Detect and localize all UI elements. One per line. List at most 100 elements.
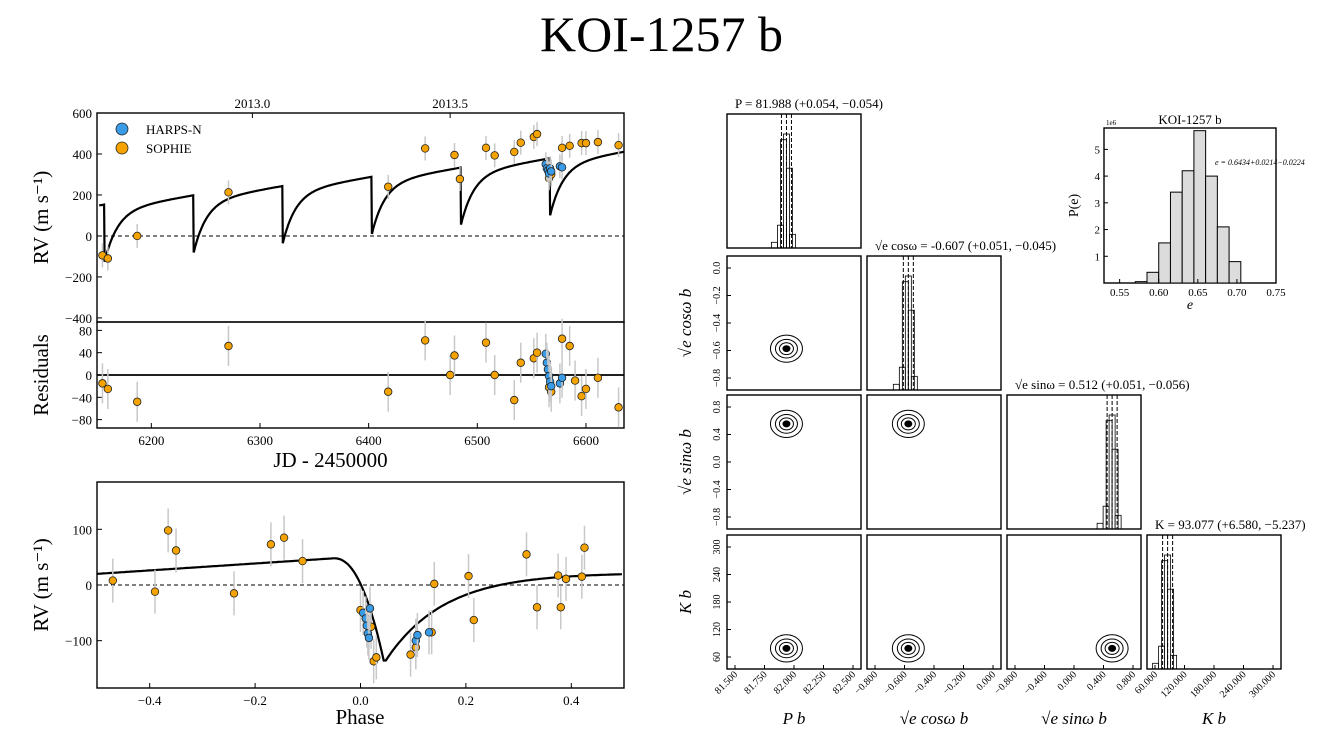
y-tick-label: −0.4 [712, 480, 723, 498]
sophie-point [445, 370, 455, 380]
harps-point [557, 163, 567, 172]
x-tick-label: 0.70 [1227, 287, 1247, 299]
sophie-point [455, 174, 465, 184]
density-contour [891, 634, 925, 663]
sophie-point [490, 370, 499, 380]
y-tick-label: 0.4 [712, 428, 723, 441]
hist-title: KOI-1257 b [1158, 112, 1221, 127]
density-contour [769, 634, 803, 663]
sophie-point [420, 336, 430, 345]
x-tick-label: 81.750 [742, 669, 769, 696]
y-tick-label: 0.8 [712, 401, 723, 414]
corner-y-label: K b [676, 590, 695, 615]
sophie-point [553, 571, 563, 580]
sophie-point [557, 334, 567, 343]
harps-point [546, 167, 556, 176]
marginal-hist-bar [910, 375, 918, 391]
legend-marker [115, 122, 129, 136]
x-tick-label: 300.000 [1247, 669, 1278, 700]
sophie-point [577, 572, 587, 581]
density-contour [778, 417, 794, 431]
sophie-point [532, 603, 542, 612]
sophie-point [279, 533, 289, 542]
x-tick-label: 60.000 [1133, 669, 1160, 696]
density-contour [782, 644, 791, 652]
corner-x-label: √e sinω b [1041, 709, 1107, 728]
y-tick-label: 0 [86, 368, 93, 383]
sophie-point [565, 141, 574, 150]
density-contour [774, 638, 798, 659]
marginal-hist-bar [892, 383, 900, 391]
density-contour [769, 334, 803, 363]
y-axis-label: RV (m s⁻¹) [29, 171, 53, 265]
harps-point [546, 381, 556, 391]
sophie-point [581, 384, 591, 394]
x-tick-label: −0.4 [138, 693, 162, 708]
sophie-point [577, 392, 586, 401]
x-tick-label: 82.250 [801, 669, 828, 696]
corner-panel-frame [1006, 534, 1142, 670]
sophie-point [464, 571, 473, 581]
x-tick-label: 81.500 [713, 669, 740, 696]
y-tick-label: 5 [1095, 144, 1101, 156]
x-tick-label: −0.800 [852, 669, 880, 697]
sophie-point [229, 589, 239, 598]
sophie-point [593, 373, 603, 382]
sophie-point [510, 395, 519, 405]
density-contour [1100, 638, 1124, 659]
sophie-point [266, 540, 276, 549]
x-tick-label: 6200 [138, 433, 164, 448]
y-tick-label: 120 [712, 622, 723, 637]
x-tick-label: −0.200 [941, 669, 969, 697]
marginal-hist-bar [789, 233, 796, 249]
sophie-point [570, 376, 580, 385]
y-tick-label: 40 [79, 346, 92, 361]
sophie-point [581, 138, 591, 148]
x-tick-label: 82.500 [831, 669, 858, 696]
density-contour [900, 417, 916, 431]
sophie-point [481, 338, 491, 347]
y-tick-label: 60 [712, 652, 723, 662]
harps-point [424, 628, 434, 637]
x-tick-label: 82.000 [772, 669, 799, 696]
x-tick-label: 6300 [247, 433, 273, 448]
hist-bar [1193, 130, 1207, 284]
sophie-point [522, 550, 531, 559]
sophie-point [556, 603, 565, 612]
density-contour [774, 338, 798, 359]
sophie-point [108, 576, 118, 585]
density-contour [904, 644, 913, 652]
x-axis-label: Phase [336, 705, 385, 729]
density-contour [896, 414, 920, 434]
x-tick-label: 0.2 [458, 693, 474, 708]
x-tick-label: −0.600 [882, 669, 910, 697]
sophie-point [298, 556, 307, 566]
sophie-point [430, 579, 439, 589]
top-axis-label: 2013.0 [235, 96, 271, 111]
density-contour [782, 345, 791, 353]
x-tick-label: 240.000 [1218, 669, 1249, 700]
sophie-point [532, 129, 542, 139]
sophie-point [384, 387, 393, 396]
y-tick-label: −80 [72, 413, 92, 428]
corner-panel-frame [726, 394, 862, 530]
x-tick-label: 6600 [573, 433, 599, 448]
sophie-point [133, 231, 142, 241]
sophie-point [561, 574, 571, 584]
marginal-hist-bar [1096, 522, 1104, 530]
rv-model-curve [98, 150, 625, 263]
corner-panel-frame [726, 113, 862, 249]
hist-bar [1181, 170, 1195, 284]
corner-panel-frame [866, 394, 1002, 530]
hist-x-label: e [1187, 298, 1193, 313]
sophie-point [384, 182, 393, 191]
x-tick-label: −0.400 [911, 669, 939, 697]
marginal-hist-bar [771, 241, 778, 249]
legend-label: SOPHIE [146, 141, 192, 156]
hist-scale-label: 1e6 [1106, 119, 1117, 127]
y-tick-label: −0.8 [712, 508, 723, 526]
sophie-point [133, 397, 142, 406]
marginal-hist-bar [1114, 514, 1122, 530]
corner-y-label: √e cosω b [676, 289, 695, 358]
